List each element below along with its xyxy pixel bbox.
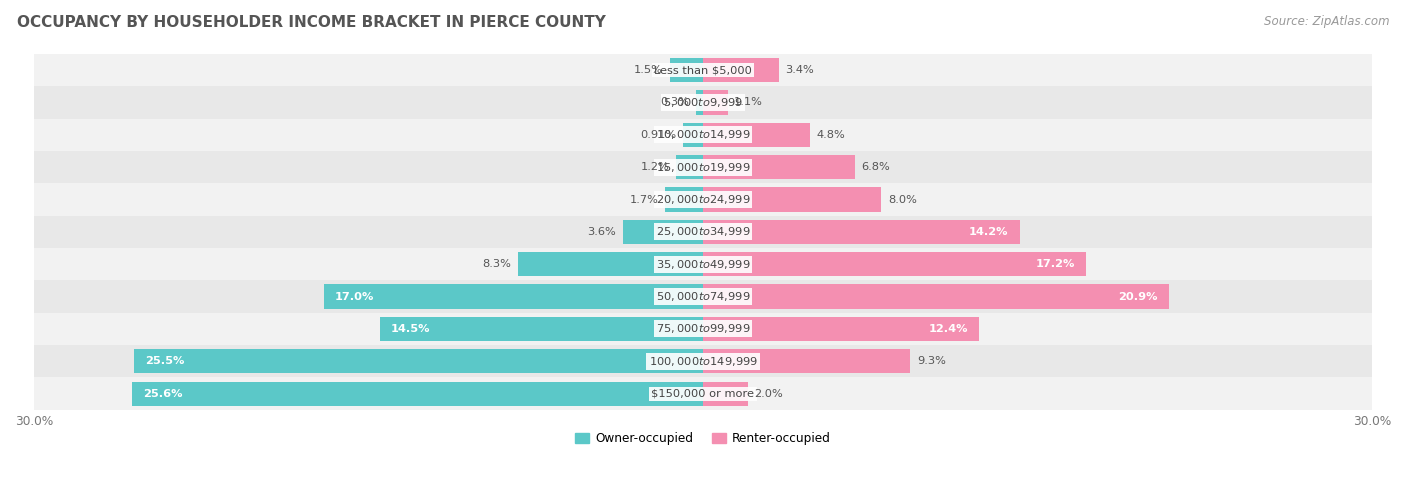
Text: $100,000 to $149,999: $100,000 to $149,999 [648,355,758,368]
Bar [135,349,703,374]
Bar [703,58,779,82]
Text: 17.2%: 17.2% [1036,259,1076,269]
Bar [703,349,910,374]
Bar [703,284,1168,309]
Text: 8.0%: 8.0% [889,194,917,205]
Text: $5,000 to $9,999: $5,000 to $9,999 [664,96,742,109]
Bar [665,187,703,212]
Text: $75,000 to $99,999: $75,000 to $99,999 [655,322,751,336]
Bar [34,345,1372,377]
Text: 0.91%: 0.91% [640,130,676,140]
Text: 3.4%: 3.4% [786,65,814,75]
Text: Less than $5,000: Less than $5,000 [654,65,752,75]
Text: 12.4%: 12.4% [929,324,969,334]
Bar [380,317,703,341]
Text: 20.9%: 20.9% [1118,292,1157,301]
Text: 1.1%: 1.1% [734,97,763,108]
Text: $15,000 to $19,999: $15,000 to $19,999 [655,161,751,174]
Text: 6.8%: 6.8% [862,162,890,172]
Text: 25.5%: 25.5% [146,356,186,366]
Text: 4.8%: 4.8% [817,130,845,140]
Bar [34,119,1372,151]
Bar [34,151,1372,184]
Text: 14.2%: 14.2% [969,227,1008,237]
Bar [34,281,1372,313]
Text: 25.6%: 25.6% [143,389,183,399]
Bar [623,220,703,244]
Bar [34,377,1372,410]
Bar [323,284,703,309]
Text: $50,000 to $74,999: $50,000 to $74,999 [655,290,751,303]
Bar [703,381,748,406]
Bar [34,86,1372,119]
Bar [669,58,703,82]
Bar [703,317,980,341]
Text: 0.3%: 0.3% [661,97,689,108]
Text: 9.3%: 9.3% [917,356,946,366]
Legend: Owner-occupied, Renter-occupied: Owner-occupied, Renter-occupied [569,428,837,450]
Text: 8.3%: 8.3% [482,259,512,269]
Text: 14.5%: 14.5% [391,324,430,334]
Bar [703,123,810,147]
Text: 2.0%: 2.0% [754,389,783,399]
Bar [703,187,882,212]
Bar [696,91,703,114]
Text: $25,000 to $34,999: $25,000 to $34,999 [655,225,751,238]
Bar [517,252,703,276]
Bar [676,155,703,179]
Text: 1.2%: 1.2% [641,162,669,172]
Bar [703,252,1087,276]
Text: 17.0%: 17.0% [335,292,374,301]
Bar [34,216,1372,248]
Bar [34,248,1372,281]
Bar [683,123,703,147]
Bar [34,313,1372,345]
Text: OCCUPANCY BY HOUSEHOLDER INCOME BRACKET IN PIERCE COUNTY: OCCUPANCY BY HOUSEHOLDER INCOME BRACKET … [17,15,606,30]
Text: $35,000 to $49,999: $35,000 to $49,999 [655,258,751,271]
Bar [132,381,703,406]
Text: Source: ZipAtlas.com: Source: ZipAtlas.com [1264,15,1389,28]
Text: 1.7%: 1.7% [630,194,658,205]
Text: $150,000 or more: $150,000 or more [651,389,755,399]
Bar [34,54,1372,86]
Bar [703,220,1019,244]
Bar [703,91,727,114]
Text: 3.6%: 3.6% [588,227,616,237]
Text: 1.5%: 1.5% [634,65,662,75]
Text: $10,000 to $14,999: $10,000 to $14,999 [655,129,751,141]
Bar [34,184,1372,216]
Bar [703,155,855,179]
Text: $20,000 to $24,999: $20,000 to $24,999 [655,193,751,206]
